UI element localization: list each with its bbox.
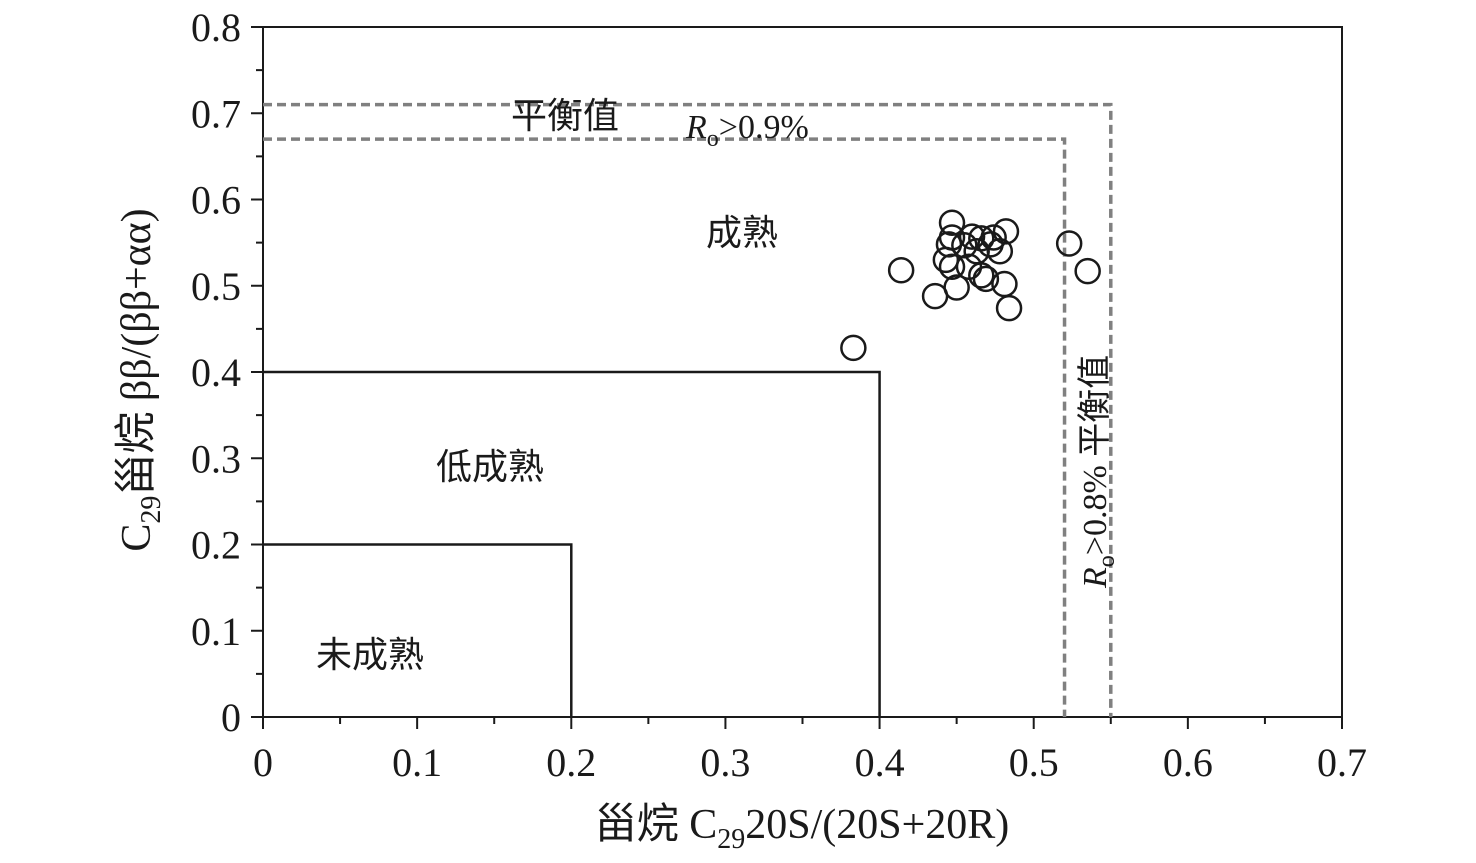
y-axis-title-pre: C <box>114 524 160 552</box>
y-tick-label: 0.2 <box>191 523 241 568</box>
ro-threshold-label-horizontal: Ro>0.9% <box>685 109 809 152</box>
data-point <box>938 253 966 281</box>
data-point <box>972 265 1000 293</box>
data-point <box>1074 257 1101 285</box>
equilibrium-label-horizontal: 平衡值 <box>511 96 619 136</box>
equilibrium-lines <box>263 102 1113 717</box>
data-point <box>980 224 1007 251</box>
ro-symbol: R <box>1077 567 1114 589</box>
data-points <box>840 209 1101 362</box>
x-tick-label: 0.4 <box>855 740 905 785</box>
equilibrium-dashed-line <box>263 137 1067 717</box>
x-tick-label: 0.6 <box>1163 740 1213 785</box>
data-point <box>958 223 986 250</box>
y-tick-label: 0.4 <box>191 350 241 395</box>
y-tick-label: 0 <box>221 695 241 740</box>
x-tick-label: 0 <box>253 740 273 785</box>
data-point <box>1055 230 1083 257</box>
data-point <box>938 209 966 237</box>
y-tick-label: 0.1 <box>191 609 241 654</box>
x-tick-label: 0.3 <box>700 740 750 785</box>
x-tick-label: 0.5 <box>1009 740 1059 785</box>
x-axis-title-sub: 29 <box>717 824 745 855</box>
region-boundary <box>263 543 573 717</box>
region-label: 成熟 <box>706 213 778 253</box>
ro-threshold-value: >0.8% 平衡值 <box>1076 355 1114 556</box>
x-tick-label: 0.2 <box>546 740 596 785</box>
y-tick-label: 0.8 <box>191 5 241 50</box>
data-point <box>943 274 970 301</box>
data-point <box>986 238 1014 265</box>
region-label: 未成熟 <box>316 635 424 675</box>
x-tick-label: 0.1 <box>392 740 442 785</box>
ro-subscript: o <box>707 126 719 152</box>
ro-threshold-label-vertical: Ro>0.8% 平衡值 <box>1076 355 1120 589</box>
data-point <box>968 262 995 289</box>
data-point <box>840 334 867 362</box>
ro-subscript: o <box>1094 555 1120 567</box>
maturity-regions: 未成熟 低成熟 成熟 <box>263 213 881 717</box>
y-axis-title-post: 甾烷 ββ/(ββ+αα) <box>113 208 160 495</box>
x-tick-label: 0.7 <box>1317 740 1367 785</box>
x-axis-ticks: 0 0.1 0.2 0.3 0.4 0.5 0.6 0.7 <box>253 717 1367 785</box>
y-axis-title: C29甾烷 ββ/(ββ+αα) <box>113 208 167 551</box>
y-axis-title-sub: 29 <box>136 496 167 524</box>
data-point <box>992 218 1020 245</box>
y-tick-label: 0.6 <box>191 178 241 223</box>
y-tick-label: 0.5 <box>191 264 241 309</box>
x-axis-title: 甾烷 C2920S/(20S+20R) <box>595 801 1010 855</box>
data-point <box>951 231 978 259</box>
y-tick-label: 0.7 <box>191 91 241 136</box>
y-tick-label: 0.3 <box>191 436 241 481</box>
equilibrium-dashed-line <box>263 102 1113 717</box>
ro-threshold-value: >0.9% <box>719 109 809 146</box>
region-boundary <box>263 370 881 717</box>
data-point <box>887 256 915 284</box>
y-axis-ticks: 0 0.1 0.2 0.3 0.4 0.5 0.6 0.7 0.8 <box>191 5 263 740</box>
x-axis-title-post: 20S/(20S+20R) <box>745 802 1009 848</box>
ro-symbol: R <box>685 109 707 146</box>
region-label: 低成熟 <box>436 447 544 487</box>
data-point <box>995 294 1023 322</box>
x-axis-title-pre: 甾烷 C <box>595 801 718 848</box>
